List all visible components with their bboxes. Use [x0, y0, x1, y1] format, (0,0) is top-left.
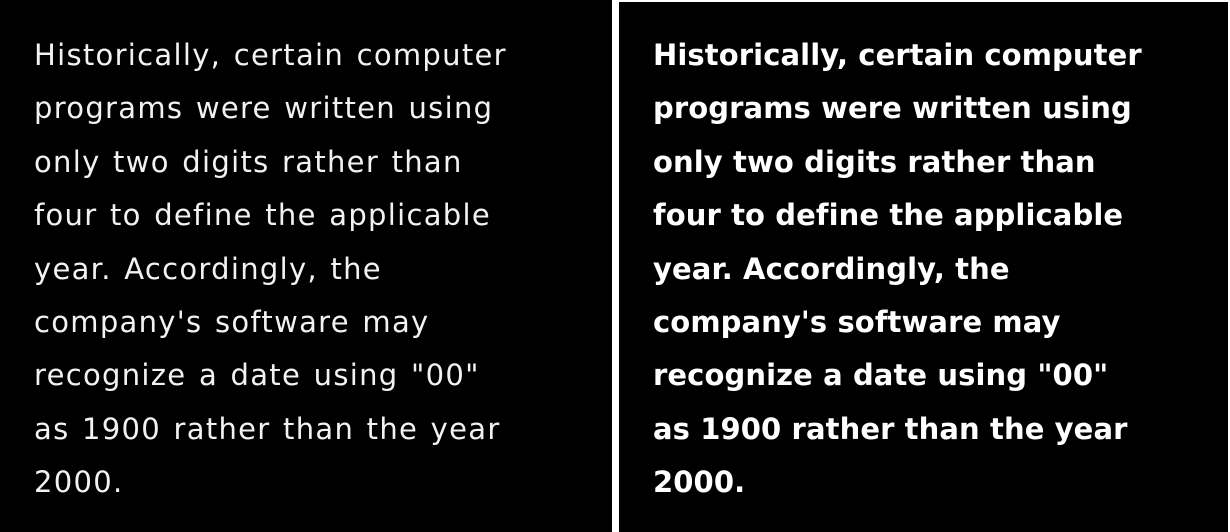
left-line-9: 2000.: [34, 465, 124, 500]
left-text-panel: Historically, certain computer programs …: [0, 0, 612, 532]
left-line-1: Historically, certain computer: [34, 38, 507, 72]
panel-divider: [612, 0, 619, 532]
right-line-2: programs were written using: [653, 91, 1132, 126]
left-line-6: company's software may: [34, 304, 430, 339]
right-line-1: Historically, certain computer: [653, 38, 1142, 72]
right-line-3: only two digits rather than: [653, 144, 1096, 179]
left-paragraph: Historically, certain computer programs …: [34, 29, 507, 510]
right-line-4: four to define the applicable: [653, 198, 1124, 233]
right-text-panel: Historically, certain computer programs …: [619, 0, 1230, 532]
left-line-7: recognize a date using "00": [34, 358, 480, 393]
right-line-9: 2000.: [653, 465, 746, 500]
right-paragraph: Historically, certain computer programs …: [653, 29, 1142, 510]
right-line-6: company's software may: [653, 304, 1061, 339]
right-line-7: recognize a date using "00": [653, 358, 1109, 393]
left-line-8: as 1900 rather than the year: [34, 411, 501, 446]
left-line-3: only two digits rather than: [34, 144, 463, 179]
left-line-4: four to define the applicable: [34, 198, 491, 233]
left-line-2: programs were written using: [34, 91, 494, 126]
right-line-8: as 1900 rather than the year: [653, 411, 1128, 446]
right-line-5: year. Accordingly, the: [653, 251, 1010, 286]
left-line-5: year. Accordingly, the: [34, 251, 382, 286]
